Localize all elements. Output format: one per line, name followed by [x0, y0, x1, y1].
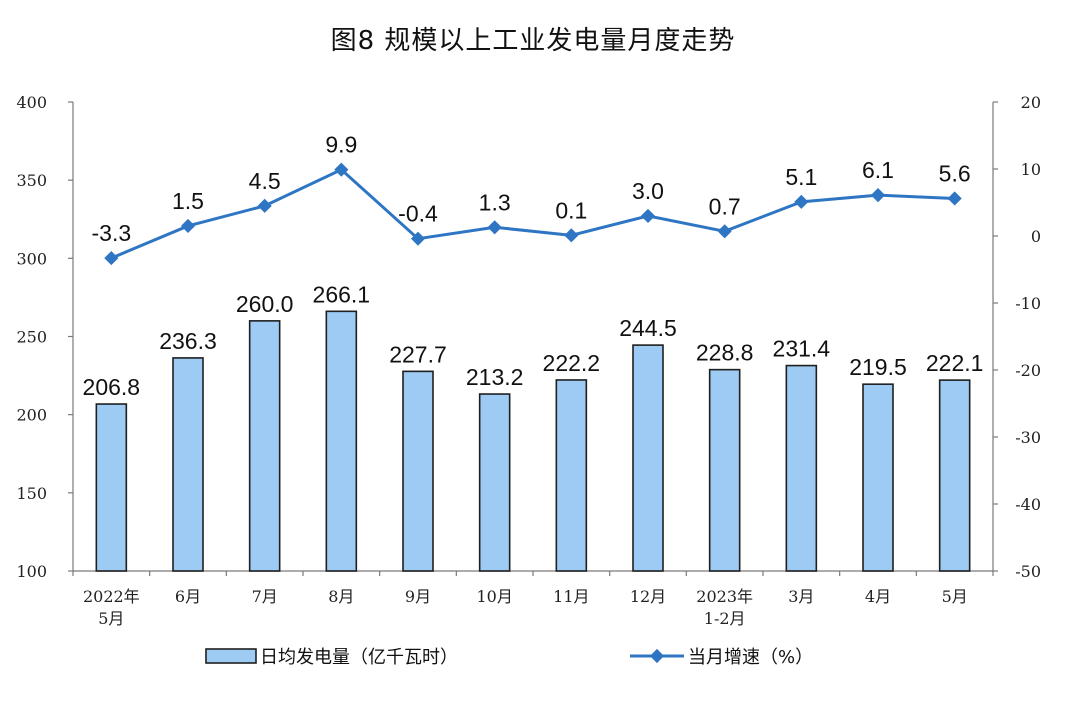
line-point	[334, 162, 349, 177]
x-axis-category-label: 3月	[788, 587, 814, 606]
bar	[172, 357, 204, 572]
bar	[95, 403, 128, 572]
line-point	[794, 194, 809, 209]
right-axis-tick-label: -40	[1015, 495, 1041, 514]
x-axis-category-label: 4月	[865, 587, 891, 606]
bar	[478, 393, 511, 572]
line-value-label: 9.9	[325, 132, 357, 158]
legend-line-marker	[649, 648, 665, 664]
bar-value-label: 244.5	[619, 315, 677, 341]
bar-value-label: 213.2	[466, 364, 524, 390]
line-value-label: 1.3	[479, 189, 511, 215]
left-axis-tick-label: 350	[16, 171, 47, 190]
x-axis-category-label: 5月	[98, 609, 124, 628]
right-axis-tick-label: -30	[1015, 428, 1041, 447]
left-axis-tick-label: 250	[16, 328, 47, 347]
right-axis-tick-label: -20	[1015, 361, 1041, 380]
left-axis-tick-label: 200	[16, 406, 47, 425]
line-value-label: -0.4	[398, 201, 438, 227]
left-axis-tick-label: 400	[16, 93, 47, 112]
bar-value-label: 260.0	[236, 291, 294, 317]
x-axis-category-label: 7月	[252, 587, 278, 606]
bar	[632, 344, 664, 572]
bar	[938, 379, 971, 572]
right-axis-tick-label: 10	[1021, 160, 1041, 179]
x-axis-category-label: 1-2月	[704, 609, 746, 628]
x-axis-category-label: 10月	[476, 587, 512, 606]
bar	[325, 310, 358, 572]
bar	[785, 364, 818, 572]
x-axis-category-label: 5月	[942, 587, 968, 606]
line-value-label: 1.5	[172, 188, 204, 214]
legend: 日均发电量（亿千瓦时） 当月增速（%）	[205, 647, 813, 668]
line-point	[870, 188, 886, 203]
line-point	[104, 251, 119, 266]
legend-bar-swatch	[205, 648, 257, 664]
legend-bar-label: 日均发电量（亿千瓦时）	[260, 647, 458, 668]
line-point	[410, 231, 426, 246]
line-point	[487, 220, 502, 235]
bar-value-label: 228.8	[696, 340, 754, 366]
bar-series	[95, 310, 971, 572]
left-axis-tick-label: 100	[16, 562, 47, 581]
line-value-label: -3.3	[92, 220, 132, 246]
bar-value-label: 222.2	[543, 350, 601, 376]
growth-line	[110, 167, 955, 260]
chart-title: 图8 规模以上工业发电量月度走势	[330, 26, 736, 56]
line-point	[717, 224, 732, 239]
line-value-label: 3.0	[632, 178, 664, 204]
bar-value-label: 227.7	[389, 341, 447, 367]
x-axis-category-label: 2022年	[83, 587, 140, 606]
line-point	[564, 228, 579, 243]
x-axis-category-label: 2023年	[696, 587, 753, 606]
axes: 100 150 200 250 300 350 400 -50 -40 -30 -20 -10 0 10 2…	[16, 93, 1041, 628]
line-point	[640, 208, 656, 223]
line-value-label: 0.1	[555, 197, 587, 223]
line-value-label: 4.5	[249, 168, 281, 194]
bar	[248, 320, 281, 572]
x-axis-category-label: 12月	[630, 587, 666, 606]
right-axis-tick-label: 0	[1031, 227, 1041, 246]
x-axis-category-label: 8月	[328, 587, 354, 606]
x-axis-category-label: 6月	[175, 587, 201, 606]
right-axis-tick-label: -50	[1015, 562, 1041, 581]
line-series	[104, 162, 962, 266]
left-axis-tick-label: 300	[16, 249, 47, 268]
right-axis-tick-label: -10	[1015, 294, 1041, 313]
line-value-label: 5.6	[939, 160, 971, 186]
line-point	[257, 198, 272, 213]
data-labels: 206.8 236.3 260.0 266.1 227.7 213.2 222.2 244.5…	[83, 132, 984, 400]
bar-value-label: 236.3	[159, 328, 217, 354]
line-value-label: 6.1	[862, 157, 894, 183]
bar-value-label: 222.1	[926, 350, 984, 376]
bar	[708, 368, 741, 572]
right-axis-tick-label: 20	[1021, 93, 1041, 112]
line-point	[947, 191, 962, 206]
x-axis-category-label: 11月	[553, 587, 589, 606]
bar-value-label: 219.5	[849, 354, 907, 380]
x-axis-category-label: 9月	[405, 587, 431, 606]
bar-value-label: 206.8	[83, 374, 141, 400]
bar-value-label: 231.4	[773, 336, 831, 362]
left-axis-tick-label: 150	[16, 484, 47, 503]
line-value-label: 5.1	[785, 164, 817, 190]
bar-value-label: 266.1	[313, 281, 371, 307]
bar	[555, 379, 588, 572]
legend-line-label: 当月增速（%）	[688, 647, 813, 668]
bar	[402, 370, 434, 572]
line-value-label: 0.7	[709, 193, 741, 219]
bar	[862, 383, 894, 572]
line-point	[180, 218, 196, 234]
